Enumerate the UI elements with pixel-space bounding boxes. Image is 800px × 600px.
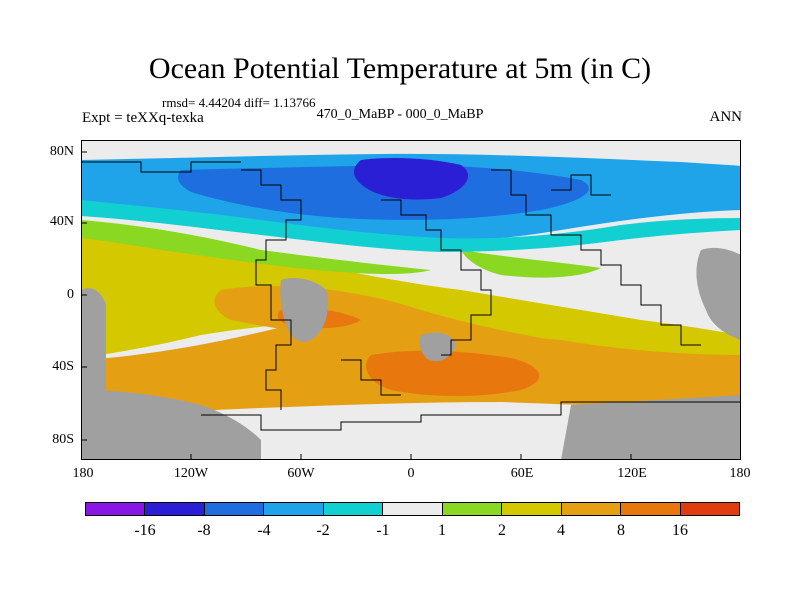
colorbar-bin-6 bbox=[383, 503, 443, 515]
map-plot bbox=[81, 140, 741, 460]
colorbar-label-1: 1 bbox=[438, 522, 446, 539]
colorbar-label-m1: -1 bbox=[376, 522, 390, 539]
green-band bbox=[81, 220, 431, 275]
subtitle: 470_0_MaBP - 000_0_MaBP bbox=[316, 107, 484, 122]
colorbar-bin-11 bbox=[680, 503, 739, 515]
experiment-label: Expt = teXXq-texka bbox=[82, 110, 204, 126]
colorbar-label-2: 2 bbox=[498, 522, 506, 539]
tick-marks bbox=[81, 151, 632, 460]
colorbar bbox=[85, 502, 740, 516]
green-band-east bbox=[461, 250, 601, 278]
colorbar-label-m2: -2 bbox=[316, 522, 330, 539]
colorbar-label-16: 16 bbox=[672, 522, 688, 539]
colorbar-bin-4 bbox=[264, 503, 324, 515]
colorbar-label-m16: -16 bbox=[134, 522, 156, 539]
land-africa bbox=[280, 278, 328, 342]
x-tick-180e: 180 bbox=[729, 466, 751, 481]
arctic-strip bbox=[81, 140, 741, 152]
colorbar-label-m4: -4 bbox=[257, 522, 271, 539]
land-east-margin bbox=[696, 247, 741, 340]
cyan-band bbox=[81, 200, 741, 252]
land-south-pole-west bbox=[81, 390, 261, 460]
x-tick-60e: 60E bbox=[510, 466, 534, 481]
land-south-pole-east bbox=[561, 395, 741, 460]
stats-text: rmsd= 4.44204 diff= 1.13766 bbox=[162, 95, 316, 110]
y-tick-40s: 40S bbox=[52, 359, 74, 374]
x-tick-60w: 60W bbox=[287, 466, 315, 481]
map-panel bbox=[81, 140, 741, 460]
colorbar-label-m8: -8 bbox=[197, 522, 211, 539]
cold-core bbox=[354, 157, 469, 200]
land-australia-interior bbox=[419, 332, 456, 362]
season-label: ANN bbox=[709, 109, 743, 125]
colorbar-label-8: 8 bbox=[617, 522, 625, 539]
map-title: Ocean Potential Temperature at 5m (in C) bbox=[148, 52, 652, 85]
y-tick-0: 0 bbox=[67, 287, 74, 302]
colorbar-bin-3 bbox=[204, 503, 265, 515]
y-tick-40n: 40N bbox=[49, 214, 74, 229]
colorbar-bin-2 bbox=[145, 503, 205, 515]
colorbar-label-4: 4 bbox=[557, 522, 565, 539]
colorbar-bin-5 bbox=[323, 503, 384, 515]
x-tick-180w: 180 bbox=[72, 466, 94, 481]
colorbar-bin-9 bbox=[561, 503, 622, 515]
colorbar-bin-10 bbox=[621, 503, 681, 515]
colorbar-bin-7 bbox=[442, 503, 503, 515]
x-tick-0: 0 bbox=[407, 466, 415, 481]
x-tick-120e: 120E bbox=[617, 466, 647, 481]
y-tick-80s: 80S bbox=[52, 432, 74, 447]
colorbar-bin-1 bbox=[86, 503, 146, 515]
x-tick-120w: 120W bbox=[173, 466, 209, 481]
y-tick-80n: 80N bbox=[49, 144, 74, 159]
coastlines bbox=[81, 161, 741, 431]
hot-spot bbox=[366, 350, 540, 396]
colorbar-bin-8 bbox=[502, 503, 562, 515]
